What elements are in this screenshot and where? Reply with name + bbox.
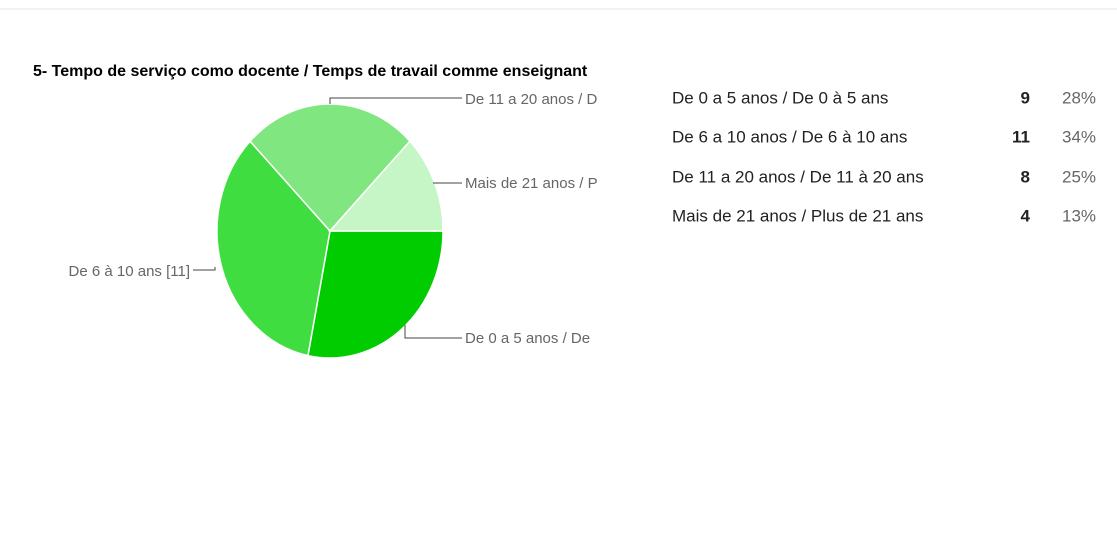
row-label: De 0 a 5 anos / De 0 à 5 ans [672, 88, 888, 107]
slice-label: De 11 a 20 anos / D [465, 91, 597, 108]
row-count: 9 [1021, 88, 1030, 107]
row-count: 8 [1021, 167, 1030, 186]
row-count: 11 [1012, 127, 1030, 146]
row-label: De 6 a 10 anos / De 6 à 10 ans [672, 127, 907, 146]
slice-label: De 6 à 10 ans [11] [69, 263, 190, 280]
slice-label: De 0 a 5 anos / De [465, 330, 590, 347]
summary-table: De 0 a 5 anos / De 0 à 5 ans 9 28% De 6 a 1… [672, 88, 1096, 225]
row-percent: 28% [1062, 88, 1096, 107]
row-label: De 11 a 20 anos / De 11 à 20 ans [672, 167, 924, 186]
slices [216, 103, 444, 359]
callout-lines [193, 97, 462, 339]
row-percent: 13% [1062, 206, 1096, 225]
row-label: Mais de 21 anos / Plus de 21 ans [672, 206, 923, 225]
slice-label: Mais de 21 anos / P [465, 175, 598, 192]
pie-slice [307, 230, 444, 359]
row-percent: 25% [1062, 167, 1096, 186]
callout-line [329, 97, 462, 104]
callout-line [404, 325, 462, 339]
pie-slice [216, 140, 331, 357]
chart-title: 5- Tempo de serviço como docente / Temps… [33, 63, 588, 80]
pie-slice [328, 140, 444, 232]
row-percent: 34% [1062, 127, 1096, 146]
row-count: 4 [1021, 206, 1031, 225]
callout-line [193, 267, 216, 271]
